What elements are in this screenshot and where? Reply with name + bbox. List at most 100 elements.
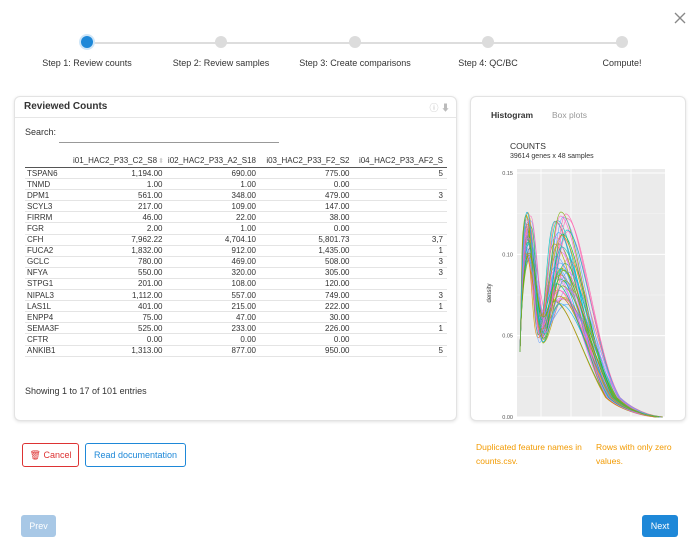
step-label: Step 4: QC/BC	[458, 58, 518, 68]
step-label: Step 2: Review samples	[172, 58, 270, 68]
step-label: Compute!	[602, 58, 642, 68]
step-4[interactable]: Step 4: QC/BC	[418, 34, 558, 68]
count-cell	[353, 311, 447, 324]
step-dot-active	[81, 36, 93, 48]
gene-name-cell: CFH	[25, 234, 73, 246]
count-cell: 3	[353, 189, 447, 202]
count-cell: 3	[353, 256, 447, 268]
count-cell: 1,313.00	[73, 345, 167, 357]
count-cell: 0.00	[260, 222, 354, 235]
table-row: FGR 2.00 1.00 0.00	[25, 222, 447, 235]
count-cell: 1.00	[73, 178, 167, 191]
count-cell: 22.00	[166, 211, 260, 224]
density-histogram-chart: 0.15 0.10 0.05 0.00 density	[487, 169, 665, 420]
column-header[interactable]: i01_HAC2_P33_C2_S8⬍	[73, 155, 167, 168]
column-header[interactable]: i03_HAC2_P33_F2_S2	[260, 155, 354, 168]
table-row: ENPP4 75.00 47.00 30.00	[25, 311, 447, 324]
gene-name-cell: TNMD	[25, 178, 73, 191]
gene-name-cell: SCYL3	[25, 200, 73, 213]
count-cell	[353, 333, 447, 346]
tab-histogram[interactable]: Histogram	[491, 110, 534, 120]
reviewed-counts-panel: Reviewed Counts ⓘ ⬇ Search: i01_HAC2_P33…	[14, 96, 457, 421]
counts-table: i01_HAC2_P33_C2_S8⬍ i02_HAC2_P33_A2_S18 i0…	[25, 155, 447, 357]
gene-name-cell: CFTR	[25, 333, 73, 346]
gene-name-cell: NIPAL3	[25, 289, 73, 302]
count-cell: 0.00	[73, 333, 167, 346]
count-cell: 217.00	[73, 200, 167, 213]
table-row: DPM1 561.00 348.00 479.00 3	[25, 189, 447, 202]
panel-icons: ⓘ ⬇	[429, 101, 450, 114]
count-cell: 0.00	[260, 178, 354, 191]
gene-name-cell: DPM1	[25, 189, 73, 202]
density-curve	[519, 242, 661, 418]
count-cell: 690.00	[166, 167, 260, 180]
search-label: Search:	[25, 127, 57, 137]
count-cell: 3	[353, 289, 447, 302]
count-cell: 2.00	[73, 222, 167, 235]
next-button[interactable]: Next	[642, 515, 678, 537]
table-row: FIRRM 46.00 22.00 38.00	[25, 211, 447, 224]
count-cell: 215.00	[166, 300, 260, 313]
count-cell: 1,112.00	[73, 289, 167, 302]
count-cell: 1	[353, 322, 447, 335]
count-cell: 1.00	[166, 178, 260, 191]
count-cell: 1.00	[166, 222, 260, 235]
panel-title: Reviewed Counts	[24, 101, 108, 112]
count-cell: 1,435.00	[260, 245, 354, 257]
step-5[interactable]: Compute!	[552, 34, 692, 68]
count-cell: 525.00	[73, 322, 167, 335]
search-row: Search:	[25, 123, 279, 143]
plot-title: COUNTS	[510, 141, 546, 151]
density-curve	[519, 254, 657, 418]
gene-name-cell: LAS1L	[25, 300, 73, 313]
cancel-button[interactable]: 🗑 Cancel	[22, 443, 79, 467]
density-curve	[519, 220, 661, 418]
count-cell: 147.00	[260, 200, 354, 213]
gene-name-cell: STPG1	[25, 278, 73, 291]
count-cell: 469.00	[166, 256, 260, 268]
count-cell: 108.00	[166, 278, 260, 291]
close-icon[interactable]	[672, 10, 688, 26]
read-documentation-button[interactable]: Read documentation	[85, 443, 186, 467]
count-cell: 305.00	[260, 267, 354, 279]
step-2[interactable]: Step 2: Review samples	[151, 34, 291, 68]
count-cell: 1	[353, 300, 447, 313]
count-cell: 550.00	[73, 267, 167, 279]
count-cell: 75.00	[73, 311, 167, 324]
step-3[interactable]: Step 3: Create comparisons	[285, 34, 425, 68]
trash-icon: 🗑	[29, 450, 41, 460]
gene-name-cell: NFYA	[25, 267, 73, 279]
prev-button[interactable]: Prev	[21, 515, 56, 537]
gene-name-cell: GCLC	[25, 256, 73, 268]
table-header-row: i01_HAC2_P33_C2_S8⬍ i02_HAC2_P33_A2_S18 i0…	[25, 155, 447, 168]
count-cell	[353, 178, 447, 191]
column-header[interactable]: i02_HAC2_P33_A2_S18	[166, 155, 260, 168]
count-cell: 5	[353, 345, 447, 357]
count-cell: 226.00	[260, 322, 354, 335]
table-row: SEMA3F 525.00 233.00 226.00 1	[25, 322, 447, 335]
column-header[interactable]	[25, 155, 73, 168]
count-cell: 7,962.22	[73, 234, 167, 246]
step-dot	[616, 36, 628, 48]
zero-rows-warning: Rows with only zero values.	[596, 442, 672, 466]
step-dot	[349, 36, 361, 48]
count-cell: 780.00	[73, 256, 167, 268]
count-cell	[353, 211, 447, 224]
download-icon[interactable]: ⬇	[440, 103, 450, 113]
count-cell: 1,832.00	[73, 245, 167, 257]
step-1[interactable]: Step 1: Review counts	[17, 34, 157, 68]
table-row: SCYL3 217.00 109.00 147.00	[25, 200, 447, 213]
count-cell: 0.00	[260, 333, 354, 346]
gene-name-cell: FIRRM	[25, 211, 73, 224]
duplicated-names-warning: Duplicated feature names in counts.csv.	[476, 442, 582, 466]
search-input[interactable]	[59, 123, 279, 143]
table-row: ANKIB1 1,313.00 877.00 950.00 5	[25, 345, 447, 357]
sort-icon[interactable]: ⬍	[158, 158, 164, 165]
tab-box-plots[interactable]: Box plots	[552, 110, 587, 120]
info-icon[interactable]: ⓘ	[429, 103, 439, 113]
column-header[interactable]: i04_HAC2_P33_AF2_S	[353, 155, 447, 168]
count-cell: 877.00	[166, 345, 260, 357]
count-cell: 508.00	[260, 256, 354, 268]
count-cell: 3,7	[353, 234, 447, 246]
count-cell: 557.00	[166, 289, 260, 302]
